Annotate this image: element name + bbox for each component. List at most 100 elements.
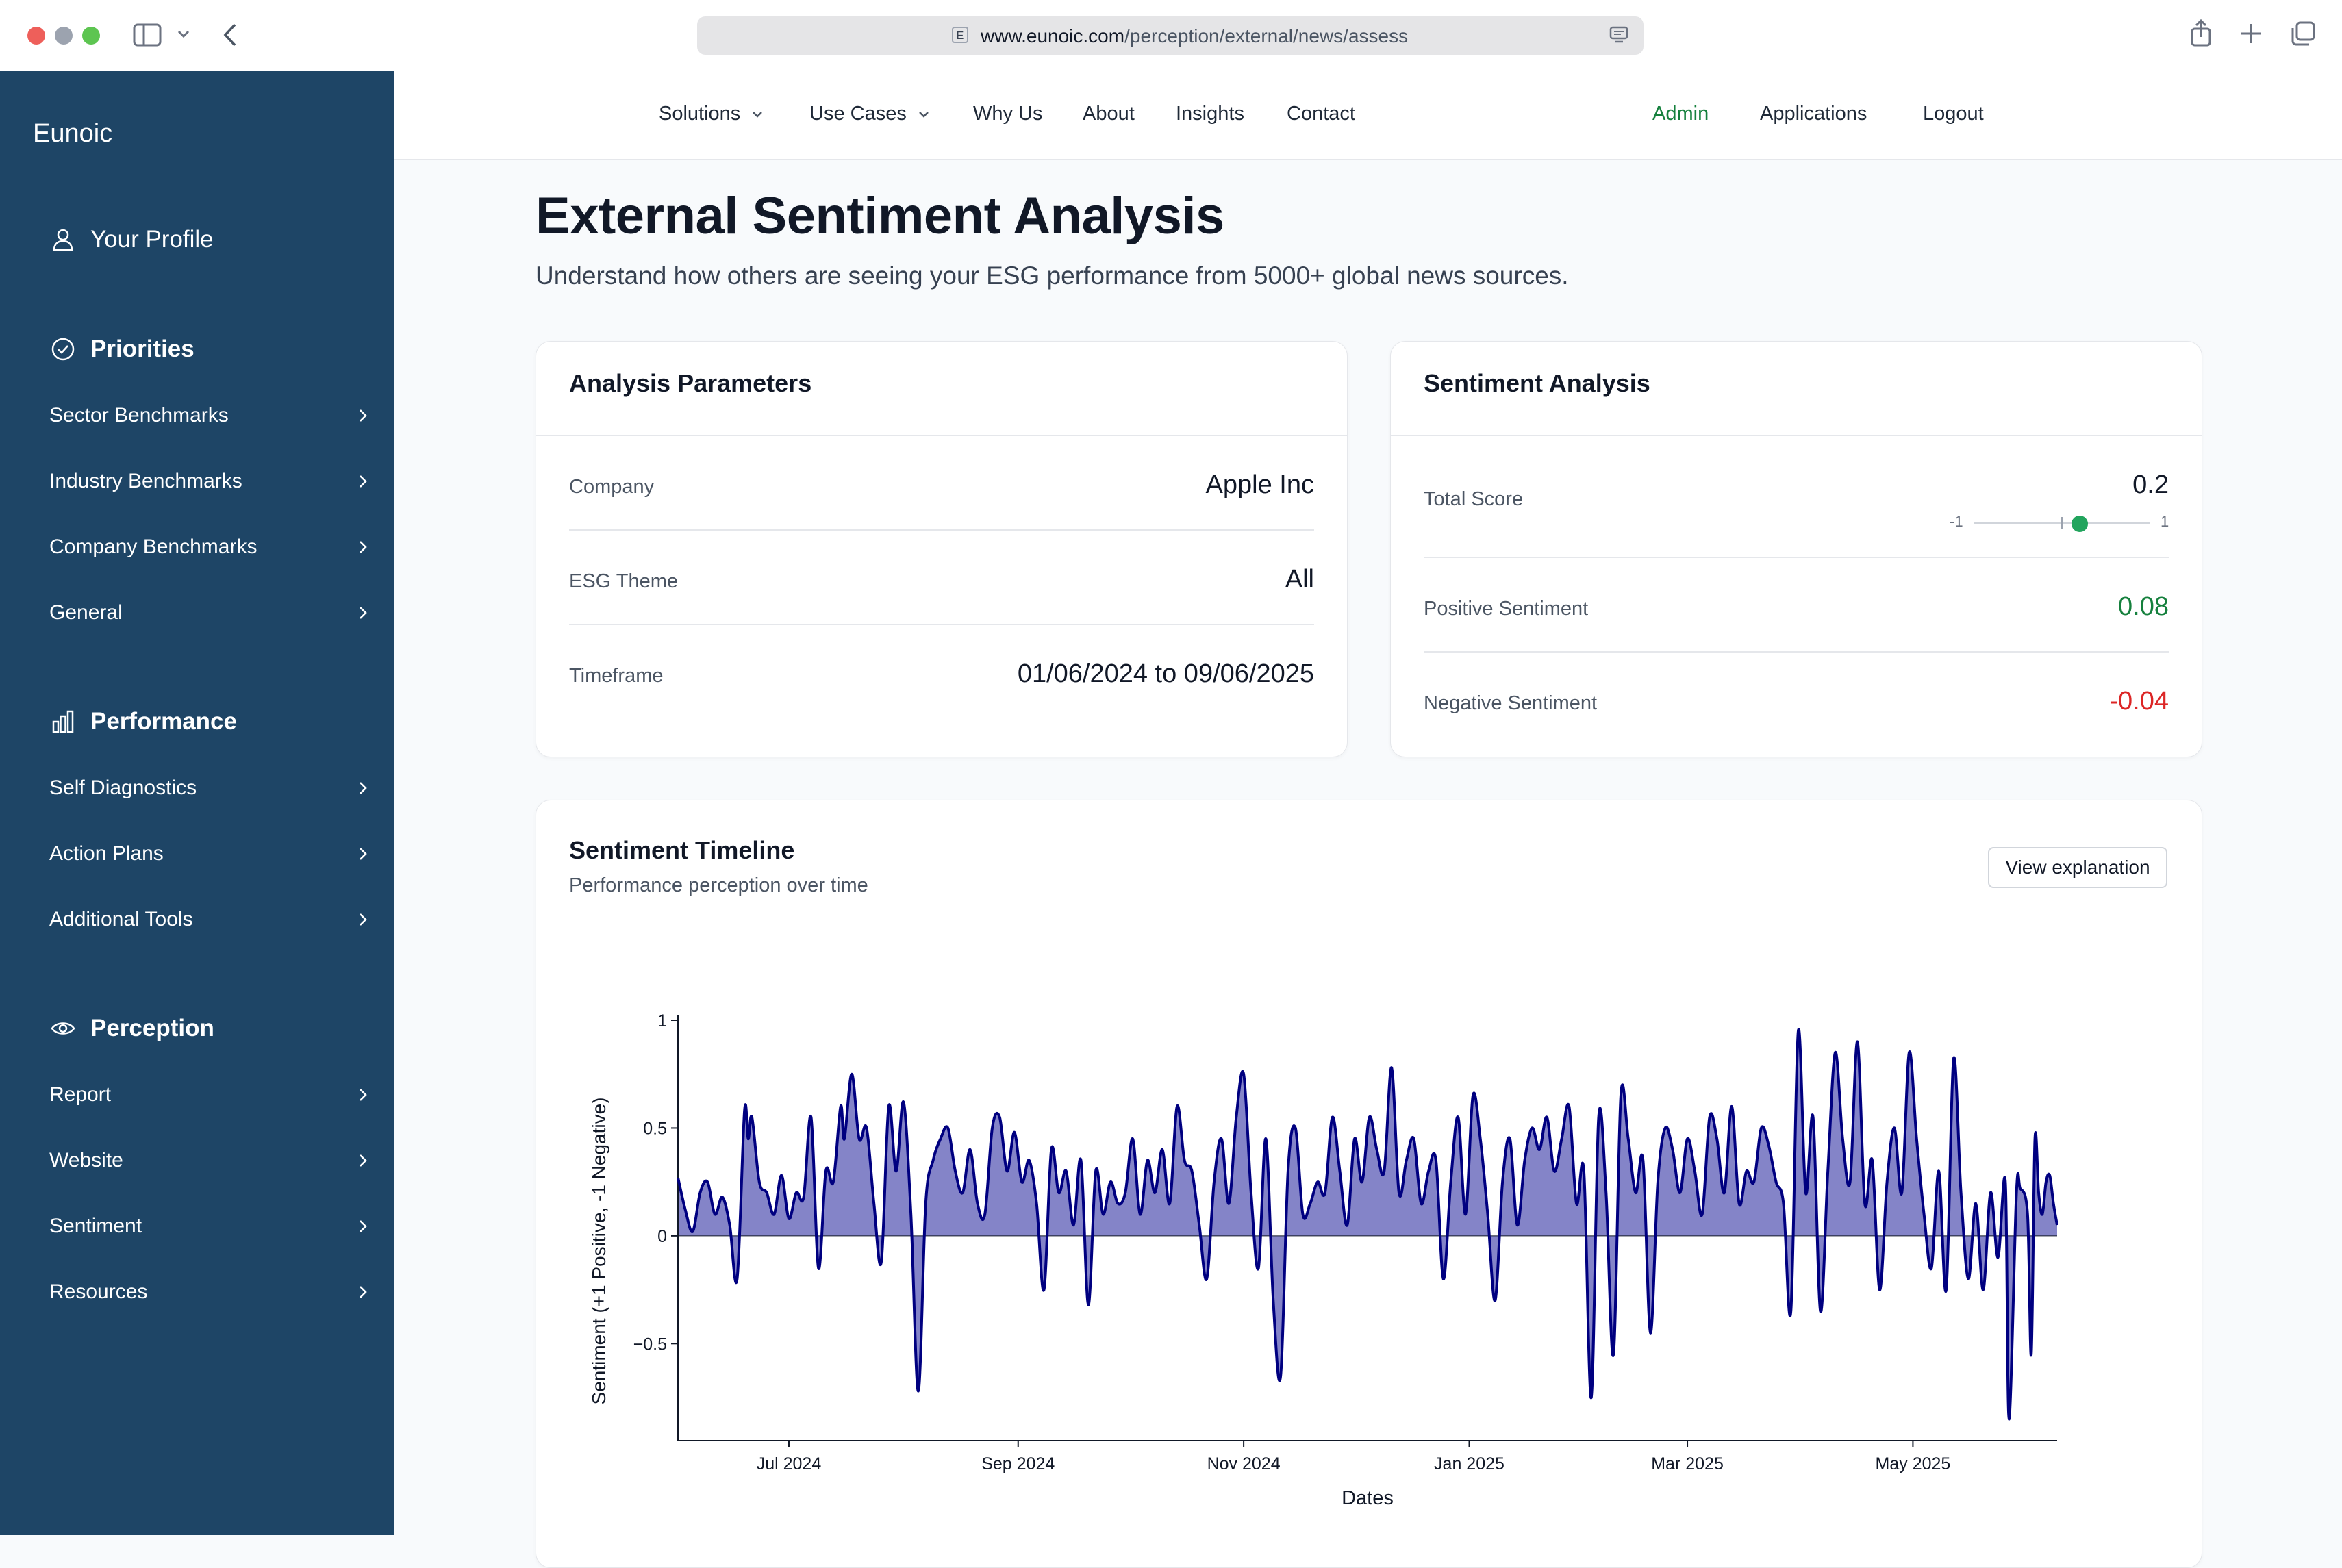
nav-label: Why Us: [973, 103, 1043, 125]
sidebar-item-sector-benchmarks[interactable]: Sector Benchmarks: [49, 404, 371, 427]
page-subtitle: Understand how others are seeing your ES…: [536, 262, 1569, 290]
sidebar-item-label: Company Benchmarks: [49, 535, 257, 558]
esg-theme-label: ESG Theme: [569, 570, 679, 592]
sidebar-section-perception[interactable]: Perception: [51, 1015, 214, 1042]
minimize-window-button[interactable]: [55, 27, 73, 45]
sidebar-item-action-plans[interactable]: Action Plans: [49, 842, 371, 865]
user-icon: [53, 229, 73, 251]
positive-sentiment-label: Positive Sentiment: [1424, 598, 1589, 620]
nav-admin[interactable]: Admin: [1652, 103, 1709, 125]
back-arrow-icon[interactable]: [222, 22, 238, 48]
bar-chart-icon: [52, 710, 74, 733]
sidebar-item-label: Website: [49, 1149, 123, 1172]
nav-use-cases[interactable]: Use Cases: [809, 103, 931, 125]
sidebar-item-additional-tools[interactable]: Additional Tools: [49, 908, 371, 931]
chevron-down-icon[interactable]: [177, 29, 190, 40]
sentiment-timeline-card: Sentiment Timeline Performance perceptio…: [536, 800, 2202, 1568]
nav-label: Admin: [1652, 103, 1709, 125]
sidebar-item-label: Sector Benchmarks: [49, 404, 229, 427]
sidebar-item-report[interactable]: Report: [49, 1083, 371, 1107]
card-heading: Sentiment Timeline: [569, 836, 795, 864]
nav-applications[interactable]: Applications: [1760, 103, 1867, 125]
divider: [569, 529, 1314, 531]
nav-label: Solutions: [659, 103, 741, 125]
sidebar-profile-label: Your Profile: [90, 226, 214, 253]
nav-insights[interactable]: Insights: [1176, 103, 1244, 125]
chevron-right-icon: [360, 1286, 367, 1298]
total-score-label: Total Score: [1424, 488, 1524, 510]
divider: [1424, 557, 2169, 558]
chevron-right-icon: [360, 1220, 367, 1232]
sidebar-item-label: Report: [49, 1083, 112, 1106]
site-favicon: E: [952, 27, 968, 43]
chevron-right-icon: [360, 782, 367, 794]
chevron-right-icon: [360, 475, 367, 488]
sidebar-section-priorities[interactable]: Priorities: [51, 336, 194, 363]
chevron-down-icon: [918, 111, 929, 118]
chevron-right-icon: [360, 607, 367, 619]
eye-icon: [51, 1022, 75, 1035]
chevron-right-icon: [360, 541, 367, 553]
nav-contact[interactable]: Contact: [1287, 103, 1355, 125]
sidebar-item-your-profile[interactable]: Your Profile: [51, 226, 214, 253]
priorities-label: Priorities: [90, 336, 194, 362]
nav-solutions[interactable]: Solutions: [659, 103, 765, 125]
timeframe-label: Timeframe: [569, 665, 664, 687]
chevron-right-icon: [360, 1089, 367, 1101]
timeframe-value: 01/06/2024 to 09/06/2025: [1017, 659, 1314, 688]
reader-mode-icon[interactable]: [1609, 26, 1628, 44]
new-tab-icon[interactable]: [2239, 22, 2263, 45]
sidebar: Eunoic Your Profile Priorities Sector Be…: [0, 71, 394, 1535]
nav-why-us[interactable]: Why Us: [973, 103, 1043, 125]
slider-max-label: 1: [2161, 513, 2169, 530]
nav-logout[interactable]: Logout: [1923, 103, 1984, 125]
esg-theme-value: All: [1285, 565, 1314, 594]
nav-label: Logout: [1923, 103, 1984, 125]
close-window-button[interactable]: [27, 27, 45, 45]
url-text: www.eunoic.com/perception/external/news/…: [981, 25, 1409, 47]
card-heading: Analysis Parameters: [569, 369, 812, 397]
company-value: Apple Inc: [1205, 470, 1314, 499]
divider: [569, 624, 1314, 625]
sidebar-toggle-icon[interactable]: [133, 23, 162, 47]
negative-sentiment-value: -0.04: [2109, 687, 2169, 716]
sidebar-item-general[interactable]: General: [49, 601, 371, 624]
chevron-down-icon: [753, 111, 763, 118]
browser-toolbar: E www.eunoic.com/perception/external/new…: [0, 0, 2342, 72]
sidebar-item-sentiment[interactable]: Sentiment: [49, 1215, 371, 1238]
company-label: Company: [569, 476, 655, 498]
nav-label: Insights: [1176, 103, 1244, 125]
sidebar-item-website[interactable]: Website: [49, 1149, 371, 1172]
chevron-right-icon: [360, 848, 367, 860]
brand-logo[interactable]: Eunoic: [33, 119, 113, 148]
divider: [1391, 435, 2202, 436]
slider-min-label: -1: [1950, 513, 1963, 530]
sidebar-item-self-diagnostics[interactable]: Self Diagnostics: [49, 776, 371, 800]
perception-label: Perception: [90, 1015, 214, 1041]
top-navigation: Solutions Use Cases Why Us About Insight…: [394, 71, 2342, 160]
sidebar-item-resources[interactable]: Resources: [49, 1280, 371, 1304]
share-icon[interactable]: [2189, 18, 2213, 48]
nav-label: Use Cases: [809, 103, 907, 125]
sidebar-section-performance[interactable]: Performance: [51, 708, 237, 735]
sidebar-item-company-benchmarks[interactable]: Company Benchmarks: [49, 535, 371, 559]
sidebar-item-industry-benchmarks[interactable]: Industry Benchmarks: [49, 470, 371, 493]
chevron-right-icon: [360, 913, 367, 926]
maximize-window-button[interactable]: [82, 27, 100, 45]
page-title: External Sentiment Analysis: [536, 187, 1224, 245]
nav-label: Applications: [1760, 103, 1867, 125]
nav-label: About: [1083, 103, 1135, 125]
tab-overview-icon[interactable]: [2290, 21, 2316, 47]
divider: [536, 435, 1347, 436]
address-bar[interactable]: E www.eunoic.com/perception/external/new…: [697, 16, 1644, 55]
divider: [1424, 651, 2169, 653]
check-circle-icon: [51, 338, 75, 361]
sidebar-item-label: General: [49, 601, 123, 624]
sentiment-analysis-card: Sentiment Analysis Total Score 0.2 -1 1 …: [1390, 341, 2202, 757]
total-score-value: 0.2: [2132, 470, 2169, 499]
view-explanation-button[interactable]: View explanation: [1988, 847, 2167, 888]
sidebar-item-label: Additional Tools: [49, 908, 193, 931]
nav-about[interactable]: About: [1083, 103, 1135, 125]
sidebar-item-label: Resources: [49, 1280, 148, 1303]
performance-label: Performance: [90, 708, 237, 735]
